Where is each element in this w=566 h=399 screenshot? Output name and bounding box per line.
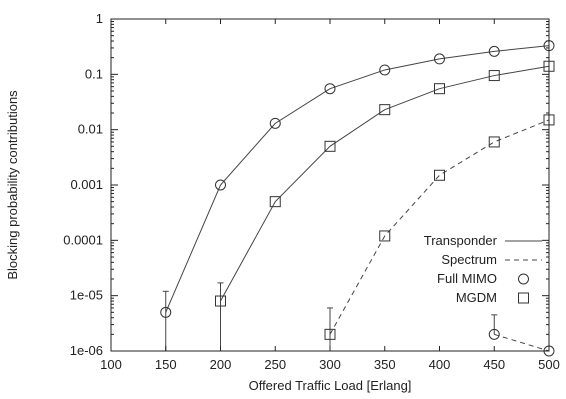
legend-square-swatch bbox=[518, 292, 529, 304]
legend-label: Full MIMO bbox=[437, 271, 497, 286]
series-line bbox=[165, 45, 550, 313]
y-tick-label: 1e-06 bbox=[70, 343, 103, 358]
x-tick-label: 300 bbox=[319, 357, 341, 372]
data-point bbox=[160, 306, 172, 318]
data-point bbox=[379, 64, 391, 76]
data-point bbox=[324, 83, 336, 95]
y-axis-label: Blocking probability contributions bbox=[5, 90, 20, 280]
y-tick-label: 0.1 bbox=[85, 66, 103, 81]
data-point bbox=[488, 136, 500, 148]
x-tick-label: 150 bbox=[155, 357, 177, 372]
data-point bbox=[488, 70, 500, 82]
data-point bbox=[379, 104, 391, 116]
data-point bbox=[488, 328, 500, 340]
y-tick-label: 0.01 bbox=[78, 122, 103, 137]
data-point bbox=[379, 230, 391, 242]
x-tick-label: 350 bbox=[374, 357, 396, 372]
ticks-layer: 100 150 200 250 300 350 400 450 500 1e-06 1e-05 0.0… bbox=[63, 11, 560, 372]
x-axis-label: Offered Traffic Load [Erlang] bbox=[249, 378, 412, 393]
series-line bbox=[220, 65, 550, 302]
legend: Transponder Spectrum Full MIMO MGDM bbox=[424, 233, 542, 305]
series-layer bbox=[160, 40, 555, 357]
series-spectrum bbox=[324, 114, 555, 351]
data-point bbox=[488, 45, 500, 57]
x-tick-label: 450 bbox=[483, 357, 505, 372]
x-tick-label: 250 bbox=[264, 357, 286, 372]
data-point bbox=[434, 53, 445, 65]
data-point bbox=[324, 140, 336, 152]
data-point bbox=[269, 196, 281, 208]
data-point bbox=[434, 83, 445, 95]
x-tick-label: 100 bbox=[100, 357, 122, 372]
x-tick-label: 200 bbox=[210, 357, 232, 372]
legend-label: Spectrum bbox=[441, 252, 497, 267]
plot-frame bbox=[110, 18, 550, 352]
series-unlabeled-3 bbox=[488, 314, 555, 357]
y-tick-label: 0.0001 bbox=[63, 232, 103, 247]
data-point bbox=[215, 179, 226, 191]
data-point bbox=[434, 169, 445, 181]
legend-label: MGDM bbox=[456, 290, 497, 305]
series-line bbox=[329, 119, 550, 335]
y-tick-label: 1e-05 bbox=[70, 288, 103, 303]
series-mgdm bbox=[215, 60, 555, 351]
y-tick-label: 0.001 bbox=[70, 177, 103, 192]
y-tick-label: 1 bbox=[96, 11, 103, 26]
series-line bbox=[494, 333, 550, 352]
legend-circle-swatch bbox=[518, 273, 529, 285]
x-tick-label: 500 bbox=[538, 357, 560, 372]
data-point bbox=[269, 117, 281, 129]
data-point bbox=[324, 328, 336, 340]
legend-label: Transponder bbox=[424, 233, 498, 248]
data-point bbox=[215, 295, 226, 307]
x-tick-label: 400 bbox=[429, 357, 451, 372]
